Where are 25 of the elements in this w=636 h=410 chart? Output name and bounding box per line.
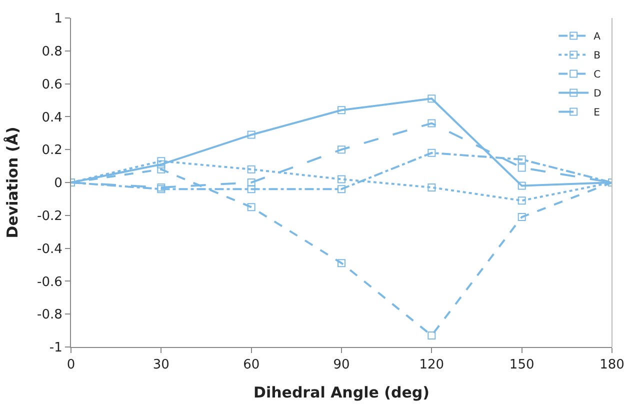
legend-label: E [594,108,600,119]
y-tick-label: 0.8 [42,44,62,60]
legend-label: C [594,70,601,81]
y-tick-label: 0.6 [42,77,62,92]
x-tick-label: 150 [509,358,534,373]
y-tick-label: -0.8 [37,308,62,323]
y-tick-label: -1 [49,340,62,356]
y-tick-label: 0.2 [42,143,62,158]
x-tick-label: 0 [66,358,76,373]
legend-label: B [594,50,601,62]
x-axis-title: Dihedral Angle (deg) [254,384,430,402]
legend-label: D [594,88,602,100]
y-tick-label: -0.4 [37,242,62,257]
x-tick-label: 120 [419,358,444,373]
y-tick-label: 0.4 [42,110,62,126]
y-tick-label: -0.6 [37,274,62,290]
legend-label: A [594,32,601,43]
y-tick-label: 0 [54,176,62,192]
x-tick-label: 90 [333,358,350,373]
x-tick-label: 30 [152,358,170,373]
y-tick-label: -0.2 [37,208,62,224]
x-tick-label: 60 [243,358,260,373]
y-axis-title: Deviation (Å) [3,126,22,238]
y-tick-label: 1 [54,12,62,27]
x-tick-label: 180 [600,358,624,373]
